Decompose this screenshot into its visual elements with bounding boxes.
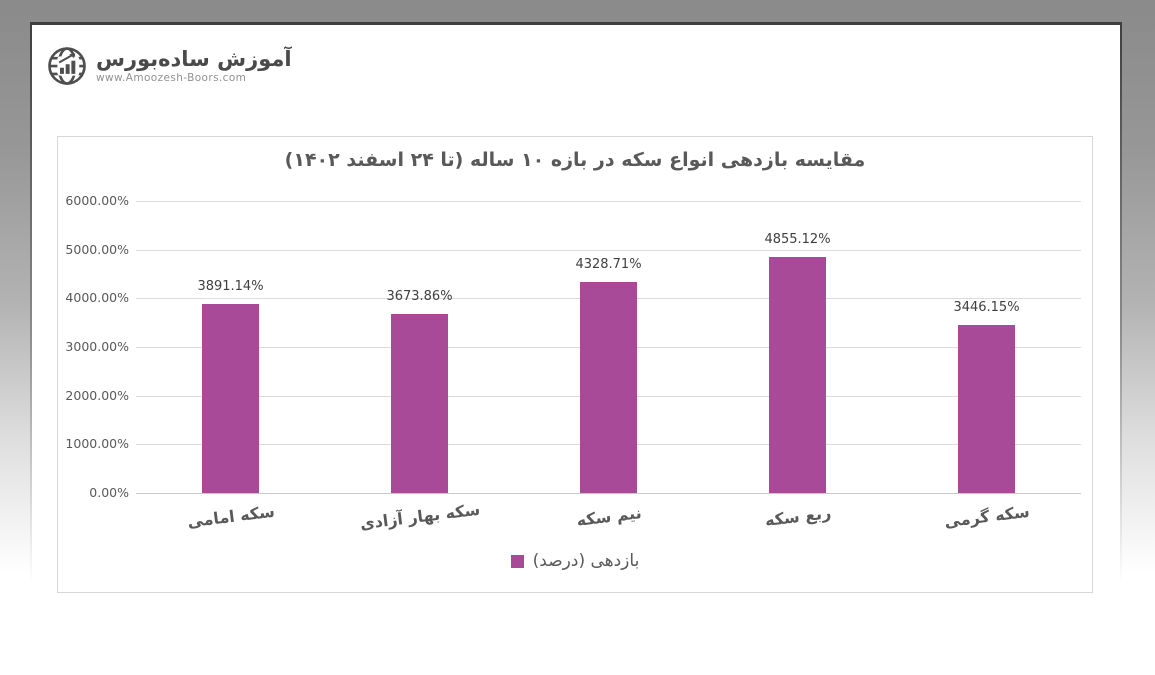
card-left-edge <box>30 25 32 585</box>
bar <box>391 314 448 493</box>
site-logo: آموزش ساده‌بورس www.Amoozesh-Boors.com <box>46 45 292 87</box>
gridline <box>136 493 1081 494</box>
bar-value-label: 4855.12% <box>764 231 831 247</box>
x-category-label: نیم سکه <box>574 503 643 530</box>
y-axis-tick-label: 4000.00% <box>65 290 129 306</box>
y-axis-tick-label: 2000.00% <box>65 387 129 403</box>
y-axis-tick-label: 3000.00% <box>65 339 129 354</box>
bar-value-label: 3891.14% <box>197 278 264 294</box>
bar <box>580 282 637 493</box>
x-category-label: سکه بهار آزادی <box>358 499 481 534</box>
bar <box>202 303 259 493</box>
bar <box>958 325 1015 493</box>
gridline <box>136 201 1081 202</box>
chart-title: مقایسه بازدهی انواع سکه در بازه ۱۰ ساله … <box>284 149 866 171</box>
globe-chart-icon <box>48 47 86 85</box>
bar <box>769 256 826 493</box>
chart-panel: مقایسه بازدهی انواع سکه در بازه ۱۰ ساله … <box>57 136 1093 593</box>
content-card: آموزش ساده‌بورس www.Amoozesh-Boors.com م… <box>30 22 1122 675</box>
bar-value-label: 4328.71% <box>575 257 642 273</box>
x-category-label: ربع سکه <box>763 503 832 530</box>
bar-value-label: 3446.15% <box>953 300 1020 316</box>
brand-website: www.Amoozesh-Boors.com <box>96 72 247 85</box>
gridline <box>136 249 1081 251</box>
x-category-label: سکه امامی <box>185 501 276 532</box>
card-right-edge <box>1120 25 1122 585</box>
brand-name: آموزش ساده‌بورس <box>96 46 292 71</box>
y-axis-tick-label: 1000.00% <box>65 436 129 452</box>
y-axis-tick-label: 0.00% <box>89 485 129 500</box>
legend-label: بازدهی (درصد) <box>532 551 640 571</box>
legend-color-swatch <box>510 554 524 568</box>
y-axis-tick-label: 5000.00% <box>65 241 129 257</box>
y-axis-tick-label: 6000.00% <box>65 193 129 208</box>
x-category-label: سکه گرمی <box>942 501 1031 532</box>
chart-legend: بازدهی (درصد) <box>58 551 1092 571</box>
bar-value-label: 3673.86% <box>386 289 453 305</box>
